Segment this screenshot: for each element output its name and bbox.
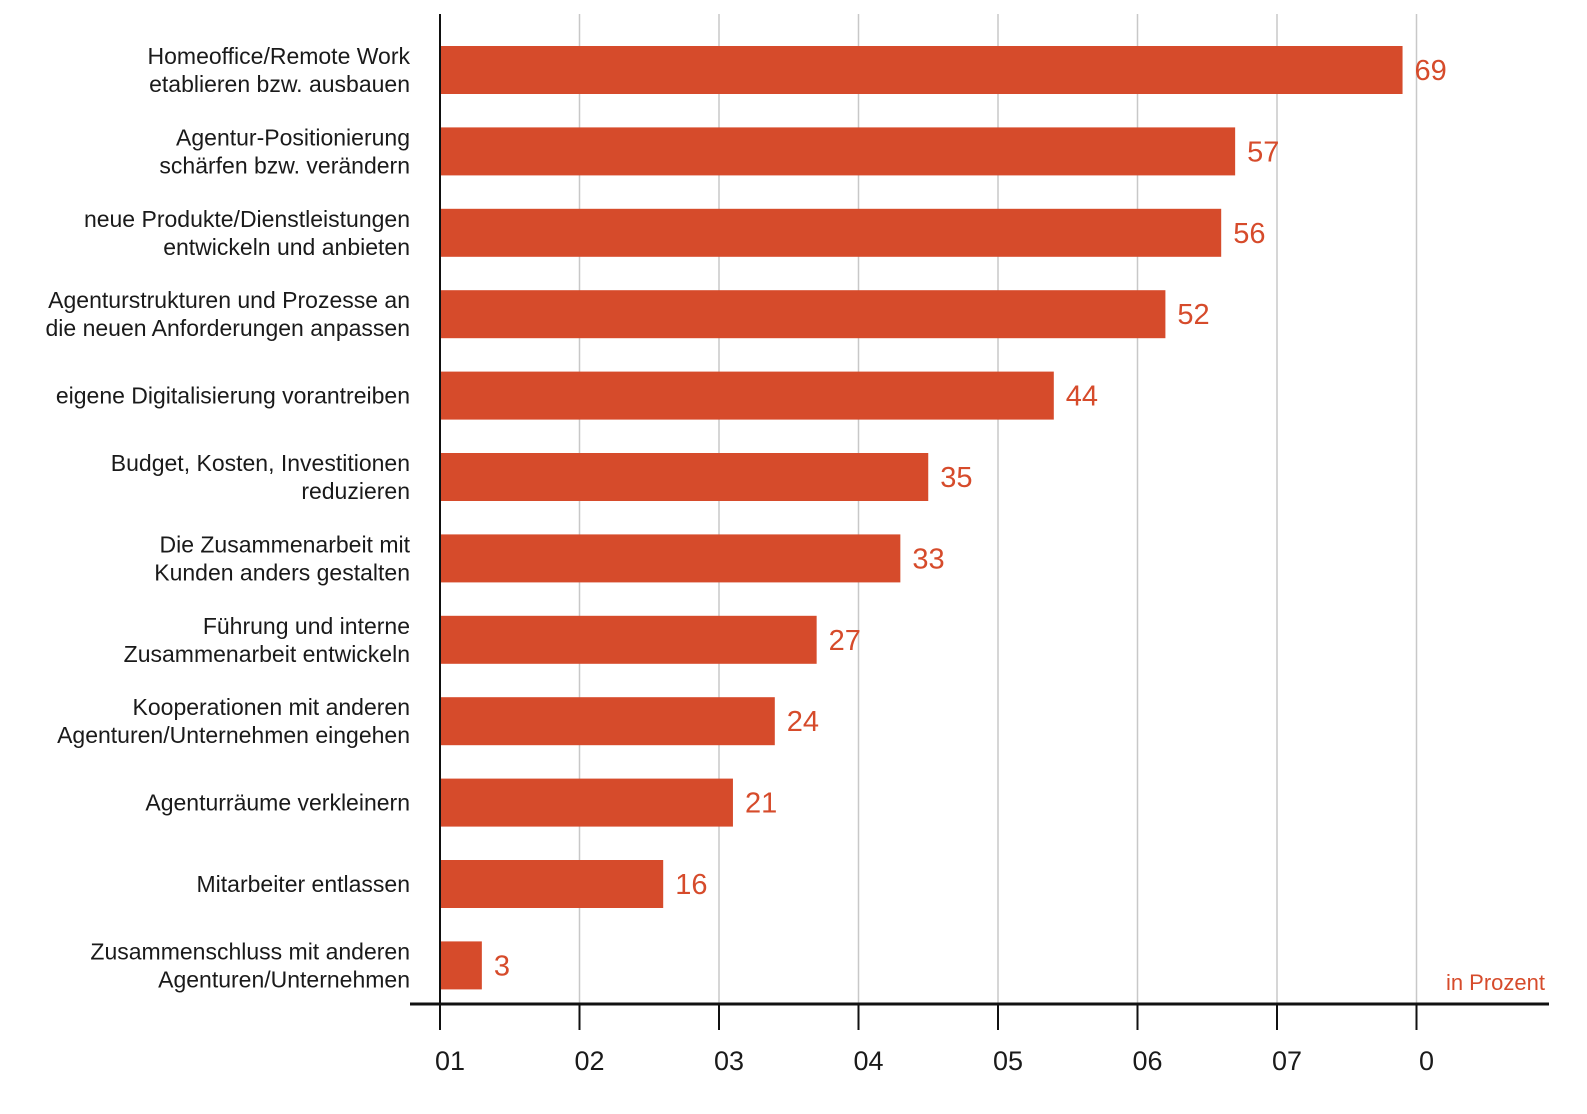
bar <box>440 860 664 908</box>
category-label: eigene Digitalisierung vorantreiben <box>56 383 410 409</box>
category-label-line: Agentur-Positionierung <box>176 124 410 150</box>
category-label-line: Mitarbeiter entlassen <box>197 871 411 897</box>
bars <box>440 46 1403 990</box>
value-label: 44 <box>1066 381 1098 413</box>
x-tick-label: 07 <box>1272 1046 1302 1076</box>
x-tick-label: 0 <box>1419 1046 1434 1076</box>
value-label: 35 <box>940 462 972 494</box>
x-tick-label: 03 <box>714 1046 744 1076</box>
category-label-line: Die Zusammenarbeit mit <box>159 531 410 557</box>
bar <box>440 290 1166 339</box>
category-label: Agenturstrukturen und Prozesse an die neu… <box>46 287 410 341</box>
category-label-line: reduzieren <box>301 478 410 504</box>
value-label: 52 <box>1177 299 1209 331</box>
category-label-line: die neuen Anforderungen anpassen <box>46 315 410 341</box>
value-label: 57 <box>1247 136 1279 168</box>
category-label-line: Kunden anders gestalten <box>154 559 410 585</box>
value-label: 69 <box>1415 55 1447 87</box>
category-label: Zusammenschluss mit anderen Agenturen/Unt… <box>90 938 410 992</box>
value-label: 24 <box>787 706 819 738</box>
bar <box>440 127 1236 176</box>
x-tick-label: 05 <box>993 1046 1023 1076</box>
bar <box>440 534 901 583</box>
value-label: 21 <box>745 788 777 820</box>
category-label-line: Agenturen/Unternehmen eingehen <box>57 722 410 748</box>
category-label-line: Budget, Kosten, Investitionen <box>111 450 410 476</box>
category-label-line: Homeoffice/Remote Work <box>148 43 411 69</box>
category-label-line: Zusammenschluss mit anderen <box>90 938 410 964</box>
value-label: 27 <box>829 625 861 657</box>
category-label: Mitarbeiter entlassen <box>197 871 411 897</box>
category-label-line: neue Produkte/Dienstleistungen <box>84 206 410 232</box>
x-tick-labels: 01 02 03 04 05 06 07 0 <box>435 1004 1434 1076</box>
value-label: 33 <box>912 543 944 575</box>
bar <box>440 453 929 501</box>
bar <box>440 371 1054 420</box>
bar <box>440 615 817 664</box>
category-label: Agenturräume verkleinern <box>145 790 410 816</box>
value-labels: 69 57 56 52 44 35 33 27 24 21 16 3 <box>494 55 1447 982</box>
bar <box>440 778 733 827</box>
bar <box>440 697 775 746</box>
category-label: Homeoffice/Remote Work etablieren bzw. au… <box>148 43 411 97</box>
category-label-line: Zusammenarbeit entwickeln <box>124 641 410 667</box>
category-labels: Homeoffice/Remote Work etablieren bzw. au… <box>46 43 411 992</box>
bar <box>440 46 1403 94</box>
category-label-line: etablieren bzw. ausbauen <box>149 71 410 97</box>
category-label-line: Kooperationen mit anderen <box>133 694 410 720</box>
bar <box>440 208 1222 257</box>
category-label-line: Agenturstrukturen und Prozesse an <box>48 287 410 313</box>
value-label: 3 <box>494 950 510 982</box>
category-label-line: Führung und interne <box>203 613 410 639</box>
category-label: neue Produkte/Dienstleistungen entwickeln… <box>84 206 410 260</box>
grid-lines <box>578 14 1418 1004</box>
category-label: Agentur-Positionierung schärfen bzw. verä… <box>159 124 410 178</box>
category-label-line: Agenturen/Unternehmen <box>158 966 410 992</box>
category-label: Die Zusammenarbeit mit Kunden anders gest… <box>154 531 410 585</box>
category-label: Budget, Kosten, Investitionen reduzieren <box>111 450 410 504</box>
category-label-line: Agenturräume verkleinern <box>145 790 410 816</box>
category-label: Führung und interne Zusammenarbeit entwic… <box>124 613 410 667</box>
x-tick-label: 01 <box>435 1046 465 1076</box>
unit-label: in Prozent <box>1446 970 1545 995</box>
category-label: Kooperationen mit anderen Agenturen/Unter… <box>57 694 410 748</box>
x-tick-label: 02 <box>574 1046 604 1076</box>
x-tick-label: 04 <box>853 1046 883 1076</box>
value-label: 16 <box>675 869 707 901</box>
x-tick-label: 06 <box>1132 1046 1162 1076</box>
bar <box>440 941 482 990</box>
category-label-line: schärfen bzw. verändern <box>159 152 410 178</box>
axes <box>410 14 1549 1030</box>
value-label: 56 <box>1233 218 1265 250</box>
category-label-line: entwickeln und anbieten <box>163 234 410 260</box>
category-label-line: eigene Digitalisierung vorantreiben <box>56 383 410 409</box>
